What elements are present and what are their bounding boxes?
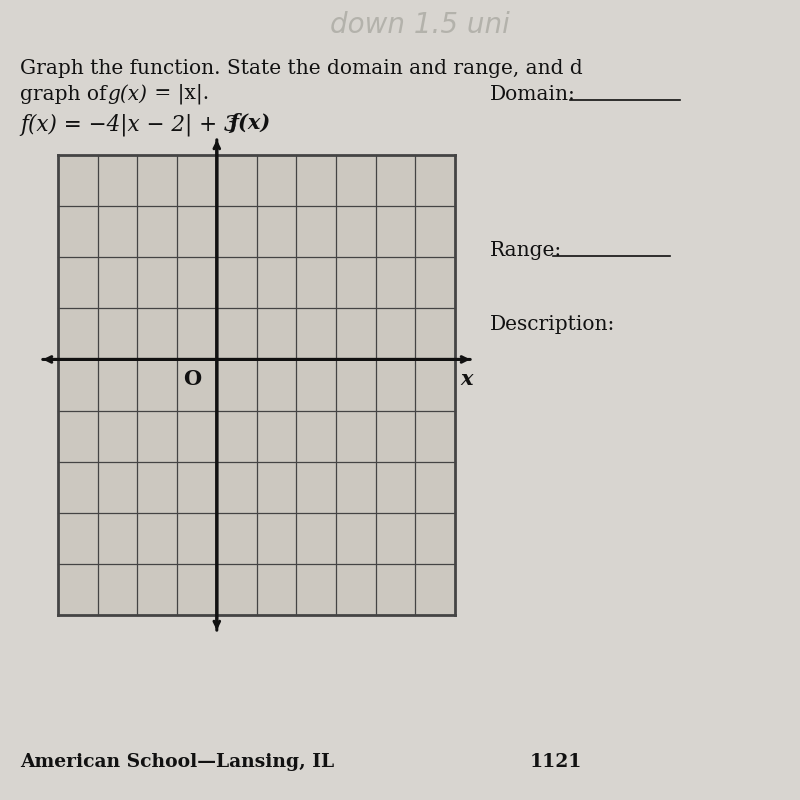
Text: f(x) = −4|x − 2| + 3: f(x) = −4|x − 2| + 3 — [20, 114, 238, 136]
Text: x: x — [460, 370, 473, 390]
Text: O: O — [182, 370, 201, 390]
Text: = |x|.: = |x|. — [148, 84, 209, 104]
Text: 1121: 1121 — [530, 753, 582, 771]
Text: Description:: Description: — [490, 315, 615, 334]
Bar — [58, 155, 455, 615]
Text: f(x): f(x) — [229, 113, 270, 133]
Text: Graph the function. State the domain and range, and d: Graph the function. State the domain and… — [20, 58, 582, 78]
Text: Range:: Range: — [490, 241, 562, 259]
Text: Domain:: Domain: — [490, 85, 576, 103]
Text: down 1.5 uni: down 1.5 uni — [330, 11, 510, 39]
Text: American School—Lansing, IL: American School—Lansing, IL — [20, 753, 334, 771]
Text: g(x): g(x) — [107, 84, 147, 104]
Text: graph of: graph of — [20, 85, 113, 103]
